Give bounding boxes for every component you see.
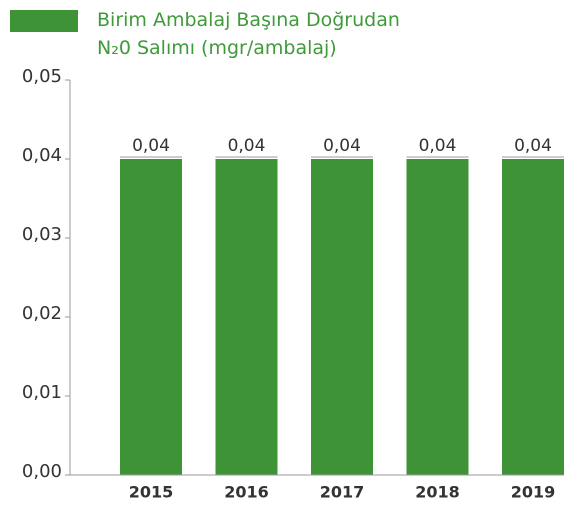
bar: [215, 159, 278, 475]
bar: [502, 159, 564, 475]
legend: Birim Ambalaj Başına Doğrudan N₂0 Salımı…: [10, 6, 564, 70]
x-tick-label: 2018: [415, 483, 460, 502]
data-label: 0,04: [228, 136, 266, 156]
bar: [120, 159, 182, 475]
legend-label: Birim Ambalaj Başına Doğrudan N₂0 Salımı…: [97, 9, 400, 59]
y-tick-label: 0,00: [22, 461, 62, 482]
y-tick-label: 0,04: [22, 145, 62, 166]
x-tick-label: 2016: [224, 483, 269, 502]
data-label: 0,04: [419, 136, 457, 156]
bar: [311, 159, 373, 475]
x-tick-label: 2015: [129, 483, 174, 502]
x-tick-label: 2017: [320, 483, 365, 502]
y-tick-label: 0,05: [22, 66, 62, 87]
bar: [406, 159, 469, 475]
y-tick-label: 0,03: [22, 224, 62, 245]
y-tick-label: 0,01: [22, 382, 62, 403]
data-label: 0,04: [514, 136, 552, 156]
data-label: 0,04: [132, 136, 170, 156]
legend-swatch: [10, 10, 78, 32]
x-tick-label: 2019: [511, 483, 556, 502]
y-tick-label: 0,02: [22, 303, 62, 324]
data-label: 0,04: [323, 136, 361, 156]
